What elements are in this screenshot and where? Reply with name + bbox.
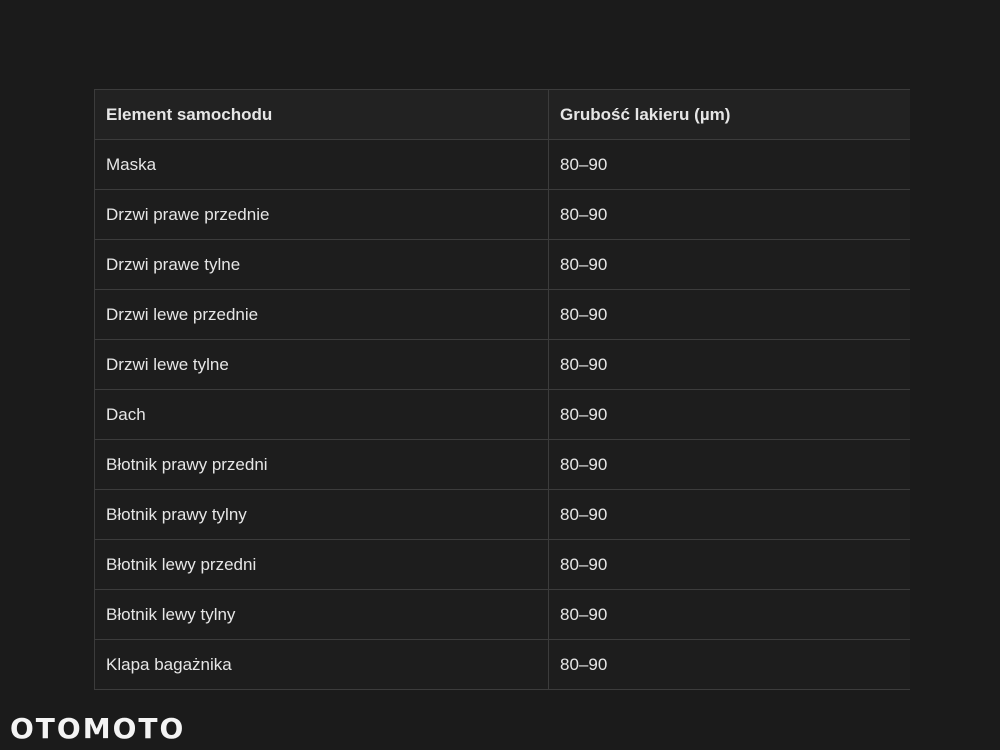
cell-element: Drzwi lewe tylne: [94, 339, 549, 390]
cell-thickness: 80–90: [548, 389, 910, 440]
table-row: Maska 80–90: [94, 139, 910, 190]
paint-thickness-table: Element samochodu Grubość lakieru (µm) M…: [94, 89, 910, 690]
cell-element: Błotnik lewy tylny: [94, 589, 549, 640]
table-row: Błotnik lewy tylny 80–90: [94, 589, 910, 640]
cell-element: Drzwi prawe tylne: [94, 239, 549, 290]
cell-element: Błotnik prawy tylny: [94, 489, 549, 540]
cell-thickness: 80–90: [548, 489, 910, 540]
cell-thickness: 80–90: [548, 439, 910, 490]
cell-thickness: 80–90: [548, 539, 910, 590]
cell-thickness: 80–90: [548, 289, 910, 340]
table-header-row: Element samochodu Grubość lakieru (µm): [94, 89, 910, 140]
table-row: Klapa bagażnika 80–90: [94, 639, 910, 690]
cell-element: Drzwi lewe przednie: [94, 289, 549, 340]
cell-thickness: 80–90: [548, 339, 910, 390]
cell-element: Błotnik prawy przedni: [94, 439, 549, 490]
otomoto-logo: OTOMOTO: [10, 712, 186, 745]
cell-element: Drzwi prawe przednie: [94, 189, 549, 240]
header-element: Element samochodu: [94, 89, 549, 140]
table-row: Błotnik prawy tylny 80–90: [94, 489, 910, 540]
cell-thickness: 80–90: [548, 239, 910, 290]
cell-thickness: 80–90: [548, 589, 910, 640]
table-row: Błotnik prawy przedni 80–90: [94, 439, 910, 490]
table-row: Dach 80–90: [94, 389, 910, 440]
cell-element: Dach: [94, 389, 549, 440]
cell-thickness: 80–90: [548, 189, 910, 240]
cell-thickness: 80–90: [548, 139, 910, 190]
table-row: Drzwi prawe tylne 80–90: [94, 239, 910, 290]
cell-thickness: 80–90: [548, 639, 910, 690]
cell-element: Klapa bagażnika: [94, 639, 549, 690]
table-row: Drzwi prawe przednie 80–90: [94, 189, 910, 240]
table-row: Drzwi lewe tylne 80–90: [94, 339, 910, 390]
table-row: Błotnik lewy przedni 80–90: [94, 539, 910, 590]
cell-element: Błotnik lewy przedni: [94, 539, 549, 590]
cell-element: Maska: [94, 139, 549, 190]
table-row: Drzwi lewe przednie 80–90: [94, 289, 910, 340]
header-thickness: Grubość lakieru (µm): [548, 89, 910, 140]
